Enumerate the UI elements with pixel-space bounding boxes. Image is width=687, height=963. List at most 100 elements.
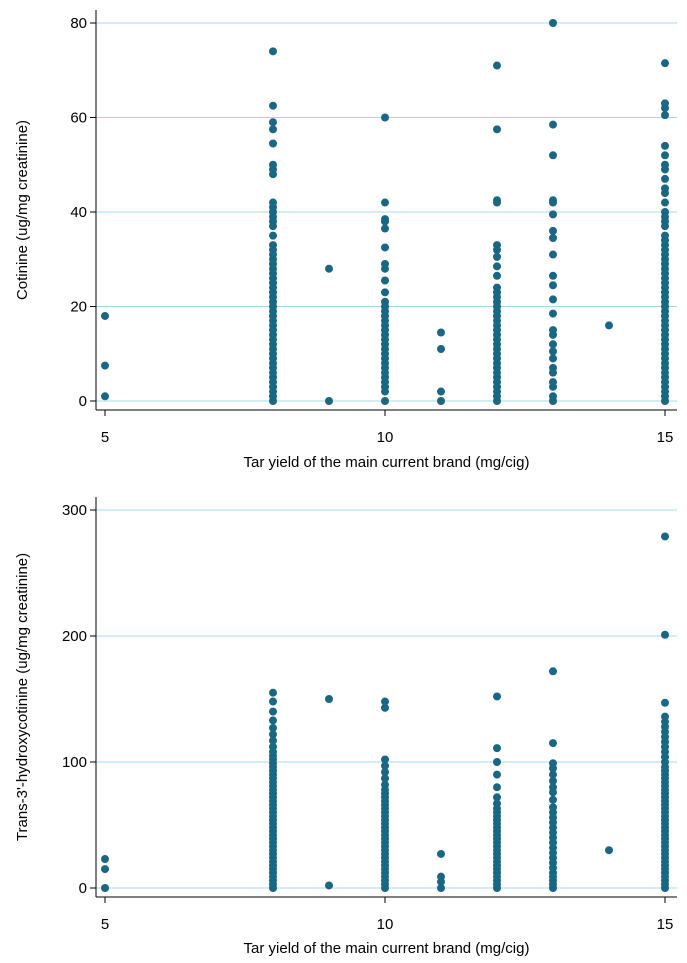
data-point bbox=[381, 297, 389, 306]
data-point bbox=[269, 139, 277, 148]
data-point bbox=[661, 174, 669, 183]
y-axis-title: Trans-3'-hydroxycotinine (ug/mg creatini… bbox=[14, 553, 31, 841]
data-point bbox=[269, 697, 277, 706]
data-point bbox=[269, 125, 277, 134]
data-point bbox=[381, 276, 389, 285]
data-point bbox=[493, 770, 501, 779]
data-point bbox=[381, 703, 389, 712]
data-point bbox=[549, 363, 557, 372]
data-point bbox=[549, 378, 557, 387]
data-point bbox=[549, 783, 557, 792]
data-point bbox=[101, 361, 109, 370]
data-point bbox=[269, 101, 277, 110]
y-tick-label: 100 bbox=[62, 754, 87, 771]
data-point bbox=[269, 723, 277, 732]
data-point bbox=[101, 311, 109, 320]
data-point bbox=[381, 697, 389, 706]
y-tick-label: 60 bbox=[70, 110, 87, 127]
data-point bbox=[269, 241, 277, 250]
data-point bbox=[437, 872, 445, 881]
data-point bbox=[493, 692, 501, 701]
data-point bbox=[549, 226, 557, 235]
data-point bbox=[549, 392, 557, 401]
data-point bbox=[101, 884, 109, 892]
y-tick-label: 80 bbox=[70, 15, 87, 32]
data-point bbox=[437, 345, 445, 354]
data-point bbox=[493, 125, 501, 134]
data-point bbox=[437, 328, 445, 337]
data-point bbox=[549, 347, 557, 356]
data-point bbox=[381, 113, 389, 122]
x-tick-label: 15 bbox=[657, 916, 674, 933]
data-point bbox=[437, 397, 445, 405]
data-point bbox=[269, 736, 277, 745]
data-point bbox=[269, 688, 277, 697]
data-point bbox=[493, 793, 501, 802]
y-tick-label: 300 bbox=[62, 502, 87, 519]
data-point bbox=[549, 803, 557, 812]
data-point bbox=[493, 283, 501, 292]
data-point bbox=[549, 233, 557, 242]
data-point bbox=[549, 210, 557, 219]
data-point bbox=[493, 61, 501, 70]
data-point bbox=[381, 259, 389, 268]
data-point bbox=[101, 855, 109, 864]
data-point bbox=[549, 326, 557, 335]
data-point bbox=[325, 264, 333, 273]
data-point bbox=[437, 849, 445, 858]
x-tick-label: 15 bbox=[657, 429, 674, 446]
data-point bbox=[661, 532, 669, 541]
data-point bbox=[269, 730, 277, 739]
x-axis-title: Tar yield of the main current brand (mg/… bbox=[244, 940, 530, 957]
data-point bbox=[661, 99, 669, 108]
data-point bbox=[381, 224, 389, 233]
data-point bbox=[549, 295, 557, 304]
data-point bbox=[325, 881, 333, 890]
data-point bbox=[269, 198, 277, 207]
y-axis-title: Cotinine (ug/mg creatinine) bbox=[14, 120, 31, 300]
data-point bbox=[493, 744, 501, 753]
data-point bbox=[269, 160, 277, 169]
data-point bbox=[549, 770, 557, 779]
data-point bbox=[549, 340, 557, 349]
data-point bbox=[661, 712, 669, 721]
data-point bbox=[269, 707, 277, 716]
data-point bbox=[549, 271, 557, 280]
data-point bbox=[381, 288, 389, 297]
y-tick-label: 0 bbox=[79, 880, 87, 897]
data-point bbox=[269, 716, 277, 725]
data-point bbox=[661, 208, 669, 216]
data-point bbox=[493, 252, 501, 261]
data-point bbox=[437, 387, 445, 396]
data-point bbox=[493, 271, 501, 280]
data-point bbox=[269, 118, 277, 127]
data-point bbox=[549, 196, 557, 205]
data-point bbox=[661, 160, 669, 169]
data-point bbox=[101, 865, 109, 874]
data-point bbox=[493, 783, 501, 792]
data-point bbox=[381, 755, 389, 764]
data-point bbox=[381, 761, 389, 770]
data-point bbox=[661, 630, 669, 639]
data-point bbox=[549, 759, 557, 768]
data-point bbox=[493, 758, 501, 766]
cotinine-scatter-panel: 0 20 40 60 80 5 10 15 Tar yield of the main curr… bbox=[14, 10, 677, 471]
x-tick-label: 10 bbox=[377, 916, 394, 933]
data-point bbox=[269, 231, 277, 240]
data-point bbox=[381, 198, 389, 207]
data-point bbox=[549, 19, 557, 27]
data-point bbox=[493, 241, 501, 250]
data-point bbox=[661, 184, 669, 193]
data-point bbox=[661, 698, 669, 707]
data-point bbox=[269, 742, 277, 751]
y-tick-label: 0 bbox=[79, 393, 87, 410]
data-point bbox=[549, 309, 557, 318]
y-tick-label: 20 bbox=[70, 299, 87, 316]
data-point bbox=[549, 795, 557, 804]
data-point bbox=[661, 111, 669, 120]
x-axis-title: Tar yield of the main current brand (mg/… bbox=[244, 454, 530, 471]
x-tick-label: 10 bbox=[377, 429, 394, 446]
data-point bbox=[661, 198, 669, 207]
data-point bbox=[661, 141, 669, 150]
data-point bbox=[437, 884, 445, 892]
